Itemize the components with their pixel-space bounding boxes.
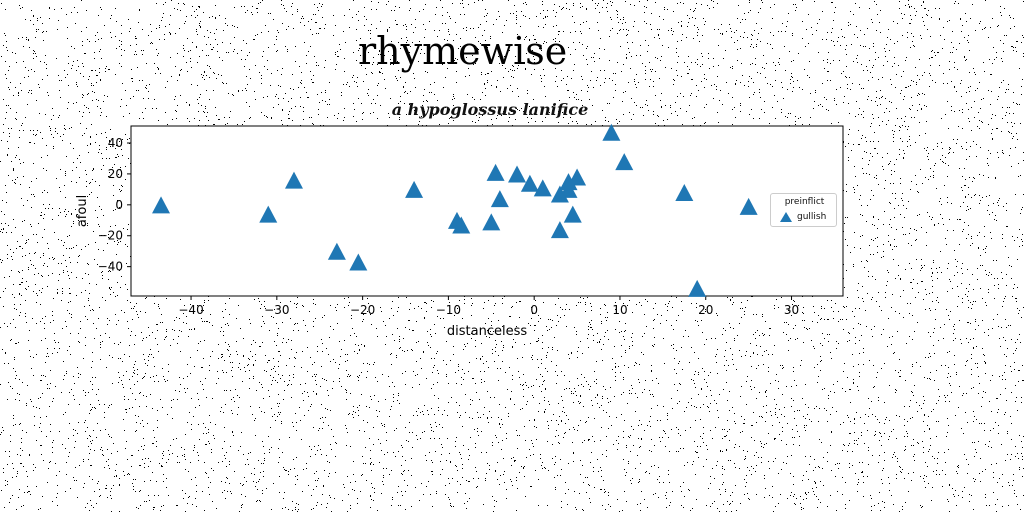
y-tick-label: −20 (98, 229, 123, 243)
legend-marker-triangle-icon (780, 212, 792, 222)
x-tick-label: −20 (350, 303, 375, 317)
data-point (486, 163, 505, 181)
data-points (152, 123, 758, 297)
y-tick-label: 20 (108, 167, 123, 181)
data-point (550, 185, 569, 203)
data-point (452, 216, 471, 234)
plot-area (130, 125, 844, 297)
data-point (508, 165, 527, 183)
data-point (284, 171, 303, 189)
x-tick-label: 30 (784, 303, 799, 317)
y-tick-label: 40 (108, 136, 123, 150)
legend: preinflict gullish (770, 193, 837, 227)
data-point (675, 184, 694, 201)
y-tick-label: −40 (98, 260, 123, 274)
data-point (259, 205, 278, 223)
x-axis-label: distanceless (447, 324, 527, 339)
data-point (550, 221, 569, 239)
data-point (490, 190, 509, 208)
legend-series-label: gullish (797, 212, 827, 222)
data-point (563, 205, 582, 223)
x-tick-label: 0 (530, 303, 538, 317)
x-axis: −40 −30 −20 −10 0 10 20 30 (178, 296, 799, 317)
data-point (559, 173, 578, 191)
y-tick-label: 0 (115, 198, 123, 212)
data-point (405, 180, 424, 198)
data-point (327, 242, 346, 260)
data-point (533, 179, 552, 197)
x-tick-label: 10 (612, 303, 627, 317)
data-point (152, 196, 171, 214)
x-tick-label: −30 (264, 303, 289, 317)
page-title: rhymewise (358, 29, 568, 73)
data-point (568, 168, 587, 186)
data-point (520, 174, 539, 192)
data-point (482, 213, 501, 231)
x-tick-label: −40 (178, 303, 203, 317)
x-tick-label: −10 (436, 303, 461, 317)
chart-title: a hypoglossus lanifice (391, 100, 589, 119)
data-point (602, 123, 621, 141)
y-axis-label: afoul (75, 195, 90, 227)
y-axis: −40 −20 0 20 40 (98, 136, 131, 274)
data-point (739, 197, 758, 215)
legend-title: preinflict (784, 197, 825, 207)
x-tick-label: 20 (698, 303, 713, 317)
data-point (349, 253, 368, 271)
data-point (688, 279, 707, 297)
data-point (615, 153, 634, 171)
